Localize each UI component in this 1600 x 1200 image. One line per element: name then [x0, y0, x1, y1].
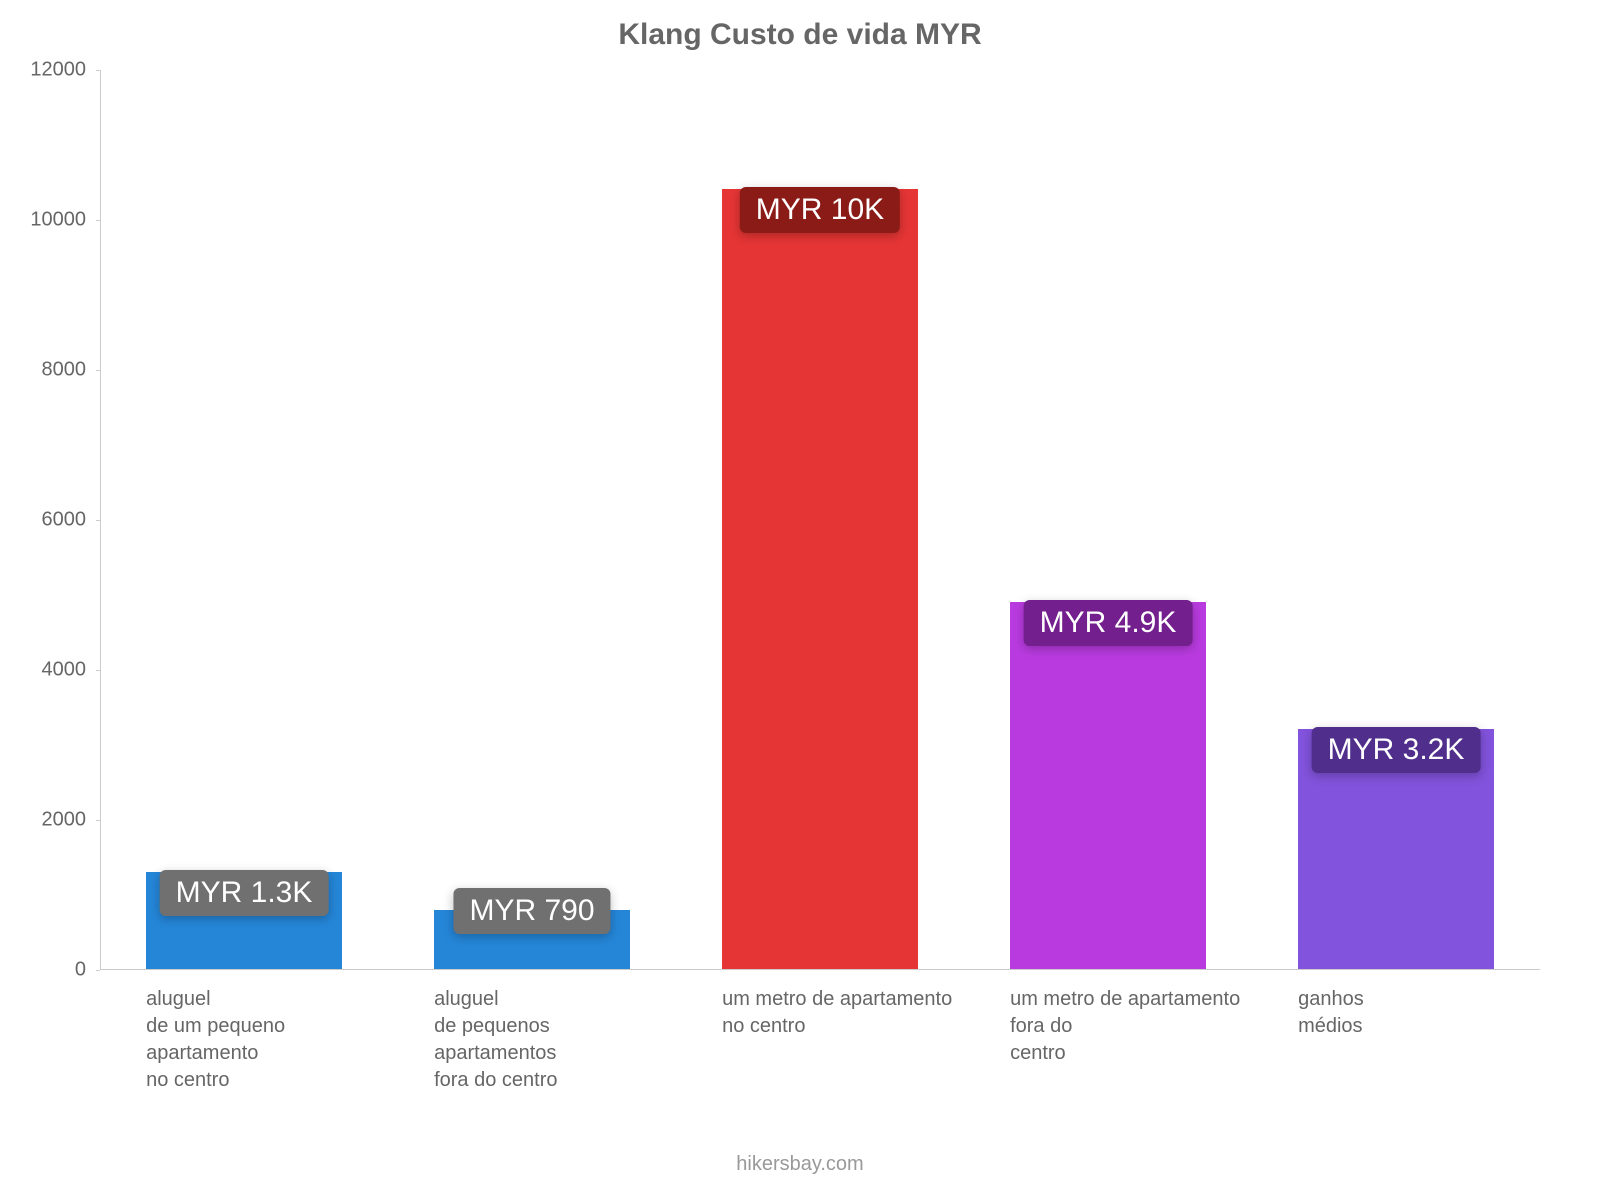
x-axis-label: ganhos médios — [1298, 970, 1534, 1040]
bar-value-label: MYR 10K — [740, 187, 900, 233]
bar — [1010, 602, 1206, 970]
y-tick-label: 6000 — [42, 509, 101, 532]
y-axis-line — [100, 70, 101, 970]
bar-value-label: MYR 4.9K — [1024, 600, 1193, 646]
x-axis-label: aluguel de um pequeno apartamento no cen… — [146, 970, 382, 1094]
plot-area: 020004000600080001000012000MYR 1.3Kalugu… — [100, 70, 1540, 970]
x-axis-label: um metro de apartamento fora do centro — [1010, 970, 1246, 1067]
y-tick-label: 10000 — [30, 209, 100, 232]
bar-value-label: MYR 1.3K — [160, 870, 329, 916]
bar-value-label: MYR 3.2K — [1312, 727, 1481, 773]
y-tick-label: 12000 — [30, 59, 100, 82]
y-tick-label: 8000 — [42, 359, 101, 382]
y-tick-label: 4000 — [42, 659, 101, 682]
y-tick-label: 0 — [75, 959, 100, 982]
attribution: hikersbay.com — [0, 1153, 1600, 1176]
chart-title: Klang Custo de vida MYR — [0, 18, 1600, 52]
x-axis-label: aluguel de pequenos apartamentos fora do… — [434, 970, 670, 1094]
bar-value-label: MYR 790 — [453, 888, 610, 934]
y-tick-label: 2000 — [42, 809, 101, 832]
cost-of-living-chart: Klang Custo de vida MYR 0200040006000800… — [0, 0, 1600, 1200]
x-axis-label: um metro de apartamento no centro — [722, 970, 958, 1040]
bar — [722, 189, 918, 969]
